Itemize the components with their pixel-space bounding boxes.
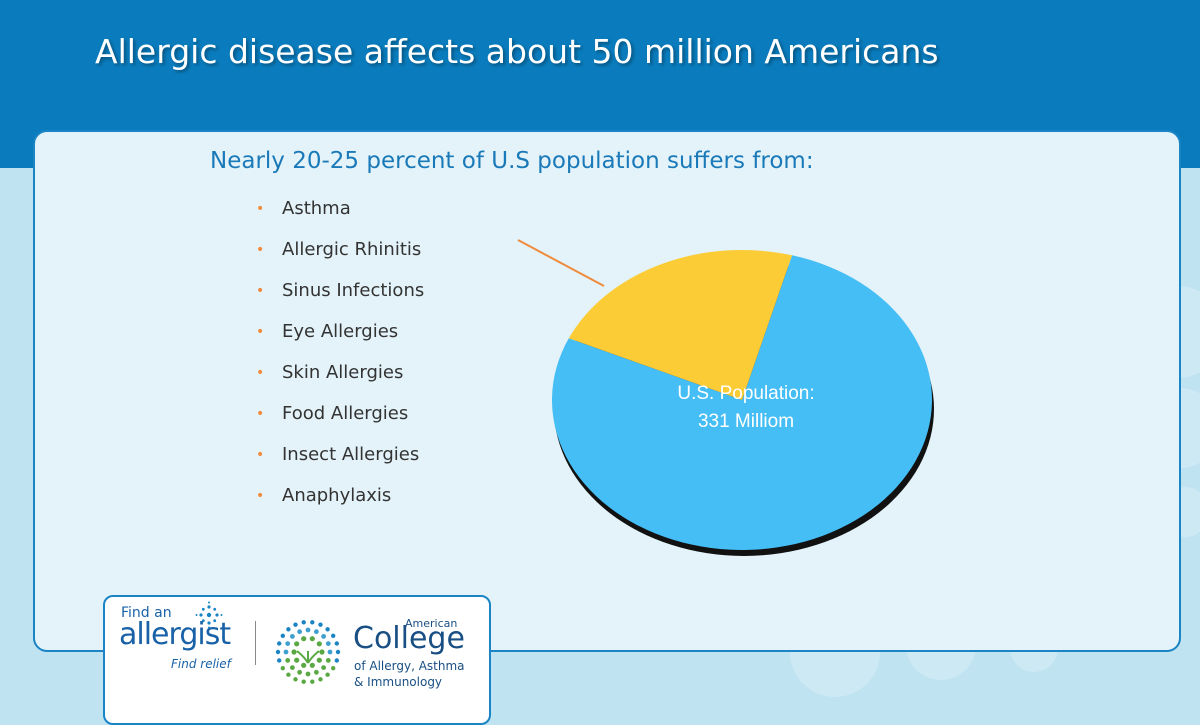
pie-label-line-2: 331 Milliom [698,411,794,432]
bullet-icon: • [256,447,265,463]
list-item: • Food Allergies [256,399,424,440]
page-title: Allergic disease affects about 50 millio… [95,32,939,71]
condition-list: • Asthma • Allergic Rhinitis • Sinus Infect… [256,194,424,522]
acaai-line-3: of Allergy, Asthma [354,659,465,673]
sparkle-icon [195,601,223,629]
pie-slice-1 [568,249,793,400]
bullet-icon: • [256,406,265,422]
find-allergist-logo: allergist [119,617,231,652]
bullet-icon: • [256,242,265,258]
acaai-emblem-icon [275,620,341,684]
list-item: • Anaphylaxis [256,481,424,522]
bullet-icon: • [256,488,265,504]
condition-label: Allergic Rhinitis [282,239,422,260]
list-item: • Skin Allergies [256,358,424,399]
pie-slices [551,249,932,550]
list-item: • Eye Allergies [256,317,424,358]
bullet-icon: • [256,324,265,340]
condition-label: Asthma [282,198,351,219]
logo-divider [255,621,256,665]
logo-card: Find an allergist Find relief American C… [103,595,491,725]
callout-line [517,239,605,287]
bullet-icon: • [256,201,265,217]
bullet-icon: • [256,283,265,299]
acaai-line-4: & Immunology [354,675,443,689]
condition-label: Eye Allergies [282,321,399,342]
find-allergist-line-1: Find an [121,605,172,621]
condition-label: Food Allergies [282,403,409,424]
list-item: • Insect Allergies [256,440,424,481]
acaai-logo-title: College [353,621,465,656]
pie-slice-0 [551,255,932,550]
condition-label: Insect Allergies [282,444,420,465]
find-allergist-tagline: Find relief [171,657,231,671]
pie-label-line-1: U.S. Population: [677,383,814,404]
list-item: • Asthma [256,194,424,235]
list-item: • Sinus Infections [256,276,424,317]
acaai-line-1: American [405,617,458,630]
panel-subtitle: Nearly 20-25 percent of U.S population s… [210,148,814,174]
pie-chart: U.S. Population: 331 Milliom [517,239,934,556]
condition-label: Sinus Infections [282,280,425,301]
bullet-icon: • [256,365,265,381]
list-item: • Allergic Rhinitis [256,235,424,276]
condition-label: Skin Allergies [282,362,404,383]
condition-label: Anaphylaxis [282,485,392,506]
